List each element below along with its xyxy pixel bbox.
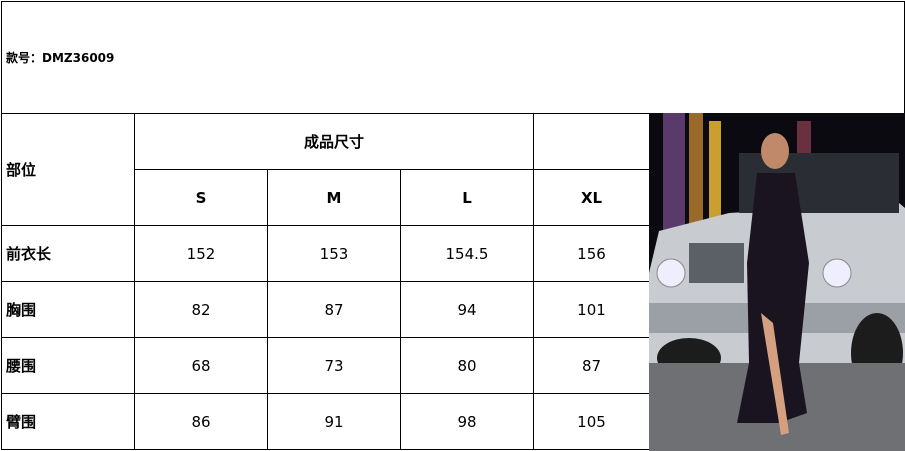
table-cell: 82 <box>134 281 268 338</box>
size-header-m: M <box>267 169 401 226</box>
row-label: 胸围 <box>1 281 135 338</box>
table-cell: 152 <box>134 225 268 282</box>
size-group-header: 成品尺寸 <box>134 113 534 170</box>
style-number-row: 款号： DMZ36009 <box>1 1 905 114</box>
photo-column-blank <box>533 113 650 170</box>
row-label: 前衣长 <box>1 225 135 282</box>
table-cell: 105 <box>533 393 650 450</box>
part-header: 部位 <box>1 113 135 226</box>
table-cell: 68 <box>134 337 268 394</box>
table-cell: 91 <box>267 393 401 450</box>
table-cell: 73 <box>267 337 401 394</box>
table-cell: 94 <box>400 281 534 338</box>
table-cell: 86 <box>134 393 268 450</box>
table-cell: 98 <box>400 393 534 450</box>
size-header-l: L <box>400 169 534 226</box>
table-cell: 87 <box>267 281 401 338</box>
product-photo <box>649 113 905 451</box>
size-header-s: S <box>134 169 268 226</box>
size-header-xl: XL <box>533 169 650 226</box>
row-label: 腰围 <box>1 337 135 394</box>
table-cell: 80 <box>400 337 534 394</box>
table-cell: 153 <box>267 225 401 282</box>
table-cell: 101 <box>533 281 650 338</box>
style-number: DMZ36009 <box>42 50 115 65</box>
style-label: 款号： <box>6 51 43 65</box>
table-cell: 87 <box>533 337 650 394</box>
table-cell: 156 <box>533 225 650 282</box>
row-label: 臂围 <box>1 393 135 450</box>
table-cell: 154.5 <box>400 225 534 282</box>
